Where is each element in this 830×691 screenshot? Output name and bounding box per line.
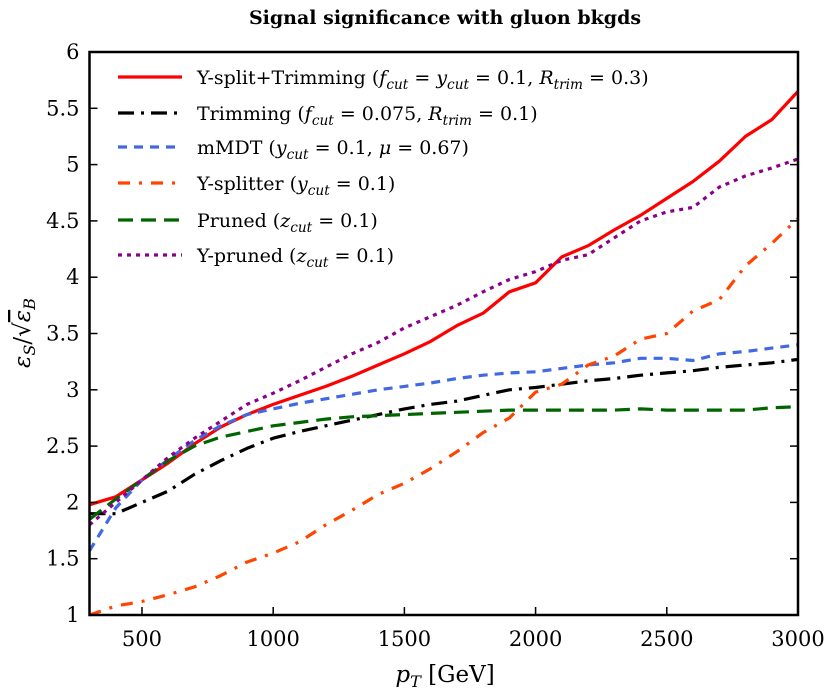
series-line-1 <box>89 357 799 516</box>
x-tick-label: 1000 <box>246 627 299 651</box>
legend-entry: Y-split+Trimming (fcut​ = ycut​ = 0.1, R… <box>196 67 649 93</box>
y-tick-label: 5.5 <box>46 96 79 120</box>
y-tick-label: 4.5 <box>46 209 79 233</box>
y-tick-label: 1 <box>66 603 79 627</box>
x-tick-label: 500 <box>122 627 162 651</box>
ticks-layer: 500 1000 1500 2000 2500 3000 1 1.5 2 2.5 3 3.5 4 4.5 5… <box>46 40 825 651</box>
series-layer <box>88 90 800 617</box>
y-tick-label: 2 <box>66 490 79 514</box>
legend-entry: mMDT (ycut​ = 0.1, μ = 0.67) <box>197 137 469 163</box>
y-tick-label: 3.5 <box>46 322 79 346</box>
x-tick-label: 2000 <box>509 627 562 651</box>
y-tick-label: 2.5 <box>46 434 79 458</box>
y-tick-label: 4 <box>66 265 79 289</box>
y-tick-label: 3 <box>66 378 79 402</box>
x-axis-label: pT [GeV] <box>395 662 494 691</box>
legend-entry: Y-splitter (ycut​ = 0.1) <box>196 173 395 199</box>
series-line-4 <box>88 405 799 521</box>
x-tick-label: 3000 <box>771 627 824 651</box>
series-line-0 <box>89 90 800 507</box>
y-axis-label: εS/√εB <box>10 298 39 368</box>
y-tick-label: 1.5 <box>46 547 79 571</box>
chart-title: Signal significance with gluon bkgds <box>249 7 641 29</box>
y-tick-label: 6 <box>66 40 79 64</box>
y-tick-label: 5 <box>66 153 79 177</box>
series-line-5 <box>88 157 799 527</box>
x-tick-label: 1500 <box>378 627 431 651</box>
x-tick-label: 2500 <box>640 627 693 651</box>
legend-entry: Y-pruned (zcut​ = 0.1) <box>196 245 394 271</box>
legend-entry: Trimming (fcut​ = 0.075, Rtrim​ = 0.1) <box>197 103 538 129</box>
series-line-3 <box>88 217 800 617</box>
legend-entry: Pruned (zcut​ = 0.1) <box>197 210 378 236</box>
legend: Y-split+Trimming (fcut​ = ycut​ = 0.1, R… <box>118 67 649 271</box>
series-line-2 <box>88 343 799 552</box>
